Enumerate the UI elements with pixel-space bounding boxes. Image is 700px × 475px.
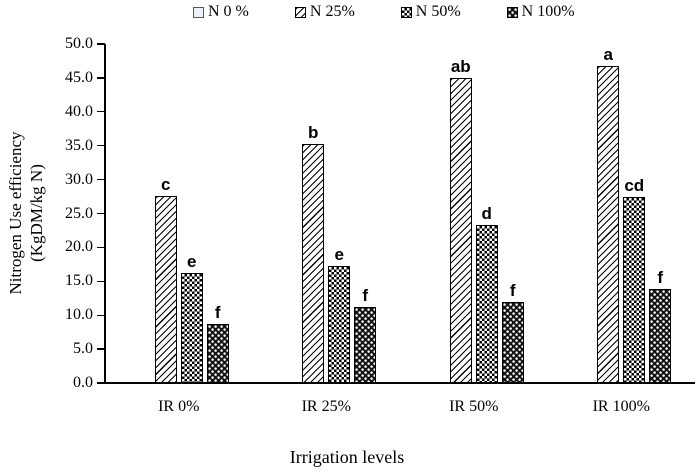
legend-swatch-icon — [294, 6, 306, 18]
legend-label: N 0 % — [208, 3, 249, 20]
y-axis-title-line1: Nitrogen Use efficiency — [6, 131, 25, 295]
legend-item-1: N 25% — [294, 3, 355, 20]
bar — [501, 302, 524, 383]
y-axis-title-line2: (KgDM/kg N) — [27, 164, 46, 262]
y-tick-mark — [97, 212, 105, 215]
significance-letter: f — [214, 303, 221, 322]
x-category-label: IR 50% — [449, 398, 499, 415]
bar — [449, 77, 472, 383]
significance-letter: cd — [624, 176, 645, 196]
bar — [180, 273, 203, 383]
legend-item-3: N 100% — [506, 3, 575, 20]
y-tick-mark — [97, 280, 105, 282]
legend: N 0 % N 25% N 50% N 100% — [193, 4, 575, 20]
y-tick-mark — [97, 111, 105, 113]
y-tick-mark — [97, 246, 105, 249]
x-category-label: IR 100% — [592, 398, 650, 415]
legend-label: N 50% — [415, 3, 461, 20]
x-category-label: IR 0% — [158, 398, 200, 415]
bar — [154, 195, 177, 383]
bar — [328, 266, 351, 383]
bar — [206, 324, 229, 383]
y-tick-label: 20.0 — [65, 238, 93, 256]
y-tick-mark — [97, 314, 105, 316]
bar — [354, 307, 377, 383]
y-tick-label: 5.0 — [73, 340, 93, 358]
bar — [302, 143, 325, 383]
y-tick-label: 15.0 — [65, 272, 93, 290]
significance-letter: a — [603, 45, 613, 65]
y-tick-label: 0.0 — [73, 374, 93, 391]
significance-letter: f — [362, 286, 369, 306]
bar — [597, 66, 620, 383]
significance-letter: ab — [450, 56, 471, 76]
significance-letter: f — [657, 267, 664, 287]
y-tick-mark — [97, 178, 105, 181]
legend-label: N 25% — [309, 3, 355, 20]
bar — [623, 197, 646, 383]
y-tick-label: 35.0 — [65, 136, 93, 154]
y-tick-label: 25.0 — [65, 204, 93, 222]
significance-letter: e — [187, 252, 197, 272]
y-tick-mark — [97, 43, 105, 45]
significance-letter: c — [161, 174, 171, 194]
y-tick-label: 10.0 — [65, 306, 93, 324]
x-axis-line — [104, 382, 695, 384]
legend-label: N 100% — [521, 3, 575, 20]
bar — [649, 288, 672, 383]
y-tick-label: 45.0 — [65, 68, 93, 86]
legend-swatch-icon — [400, 6, 412, 18]
x-category-label: IR 25% — [301, 398, 351, 415]
significance-letter: b — [308, 122, 319, 142]
y-axis-title: Nitrogen Use efficiency (KgDM/kg N) — [5, 131, 47, 294]
significance-letter: e — [334, 245, 344, 265]
y-tick-mark — [97, 382, 105, 384]
legend-item-0: N 0 % — [193, 4, 249, 20]
y-tick-label: 40.0 — [65, 102, 93, 120]
legend-swatch-icon — [506, 6, 518, 18]
y-tick-mark — [97, 348, 105, 350]
legend-item-2: N 50% — [400, 3, 461, 20]
bar — [475, 225, 498, 383]
x-axis-title: Irrigation levels — [289, 447, 405, 467]
y-tick-mark — [97, 77, 105, 79]
y-tick-label: 30.0 — [65, 170, 93, 188]
significance-letter: f — [509, 281, 516, 301]
y-tick-mark — [97, 145, 105, 147]
y-tick-label: 50.0 — [65, 35, 93, 52]
significance-letter: d — [481, 204, 492, 224]
legend-swatch-icon — [193, 6, 204, 18]
